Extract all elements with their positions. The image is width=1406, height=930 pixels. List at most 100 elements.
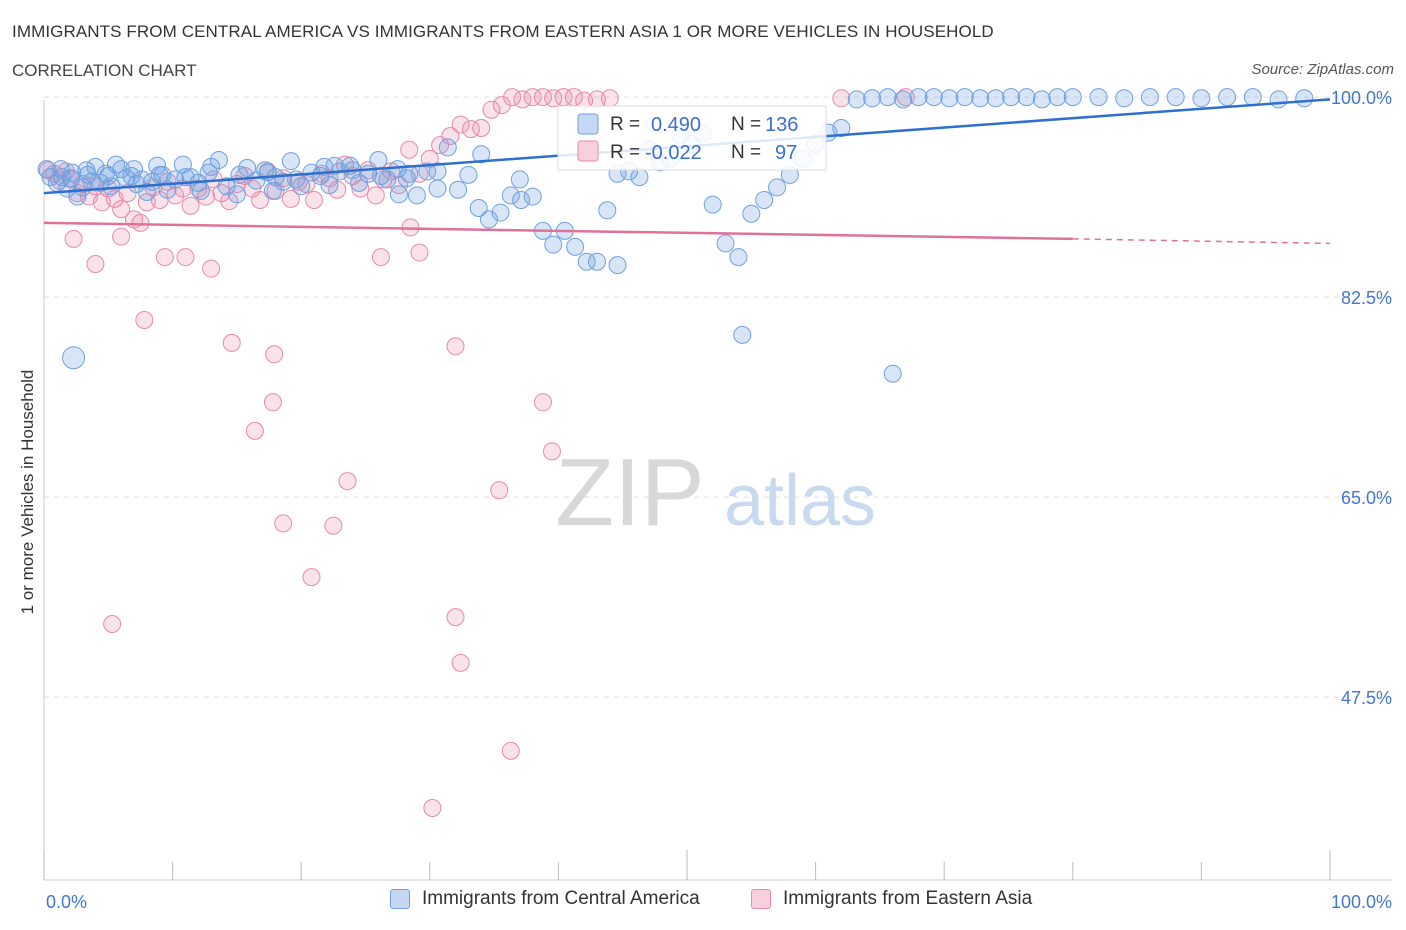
point-eastern-asia [896, 88, 915, 107]
watermark: ZIP atlas [555, 439, 876, 546]
point-central-america [894, 90, 913, 109]
point-eastern-asia [542, 442, 561, 461]
point-eastern-asia [64, 229, 83, 248]
point-central-america [1295, 89, 1314, 108]
point-central-america [847, 90, 866, 109]
point-eastern-asia [103, 615, 122, 633]
point-eastern-asia [305, 191, 324, 209]
point-central-america [1032, 90, 1051, 109]
legend-item-eastern-asia[interactable]: Immigrants from Eastern Asia [751, 888, 1032, 910]
point-central-america [263, 181, 282, 200]
point-central-america [62, 169, 81, 188]
point-eastern-asia [389, 176, 408, 195]
point-eastern-asia [338, 472, 357, 491]
point-eastern-asia [222, 333, 241, 352]
point-eastern-asia [131, 213, 150, 232]
y-tick-label: 100.0% [1331, 88, 1392, 108]
point-central-america [86, 157, 105, 176]
point-central-america [768, 178, 787, 197]
point-central-america [137, 183, 156, 201]
point-eastern-asia [274, 514, 293, 533]
point-eastern-asia [263, 393, 282, 412]
trend-line-eastern-asia-extrapolated [1072, 238, 1331, 245]
point-eastern-asia [176, 248, 195, 267]
point-central-america [1115, 89, 1134, 108]
point-central-america [1218, 88, 1237, 107]
point-central-america [256, 161, 275, 180]
point-central-america [1269, 90, 1288, 109]
point-central-america [418, 162, 437, 181]
point-eastern-asia [181, 196, 200, 215]
point-central-america [202, 157, 221, 176]
y-tick-label: 47.5% [1341, 688, 1392, 708]
point-central-america [955, 88, 974, 107]
bottom-legend: Immigrants from Central America Immigran… [0, 888, 1406, 918]
point-eastern-asia [410, 243, 429, 262]
point-central-america [733, 325, 752, 344]
point-central-america [1048, 88, 1067, 107]
stats-n-value-pink: 97 [775, 142, 797, 164]
point-central-america [238, 159, 257, 177]
point-central-america [428, 179, 447, 198]
point-eastern-asia [351, 179, 370, 198]
point-eastern-asia [112, 227, 131, 246]
point-eastern-asia [302, 568, 321, 587]
point-central-america [101, 177, 120, 196]
point-central-america [924, 88, 943, 107]
point-eastern-asia [400, 140, 419, 159]
stats-swatch-pink [577, 140, 599, 162]
point-central-america [608, 256, 627, 275]
tick-labels: 47.5% 65.0% 82.5% 100.0% 0.0% 100.0% [46, 88, 1392, 912]
point-central-america [227, 185, 246, 204]
point-central-america [577, 252, 596, 271]
point-eastern-asia [523, 88, 542, 107]
legend-item-central-america[interactable]: Immigrants from Central America [390, 888, 700, 910]
point-central-america [428, 162, 447, 181]
point-central-america [438, 138, 457, 157]
point-eastern-asia [441, 127, 460, 145]
point-eastern-asia [366, 186, 385, 205]
point-central-america [832, 119, 851, 137]
stats-r-label-pink: R = [610, 142, 640, 163]
point-central-america [729, 248, 748, 267]
point-central-america [191, 181, 210, 200]
point-eastern-asia [265, 345, 284, 364]
point-central-america [325, 156, 344, 175]
point-central-america [459, 165, 478, 184]
point-central-america [68, 187, 87, 206]
point-central-america [755, 191, 774, 209]
x-tick-label: 100.0% [1331, 892, 1392, 912]
point-eastern-asia [446, 608, 465, 627]
watermark-atlas: atlas [724, 461, 876, 541]
point-central-america [598, 201, 617, 220]
stats-swatch-blue [577, 113, 599, 135]
point-central-america [1002, 88, 1021, 107]
point-central-america [587, 252, 606, 271]
legend-swatch-blue [390, 889, 410, 909]
point-central-america [469, 199, 488, 217]
point-central-america [510, 170, 529, 189]
point-eastern-asia [446, 337, 465, 356]
point-eastern-asia [112, 200, 131, 219]
point-central-america [1166, 88, 1185, 107]
point-central-america [630, 168, 649, 187]
point-eastern-asia [600, 89, 619, 108]
point-central-america [566, 237, 585, 256]
point-eastern-asia [482, 100, 501, 119]
point-eastern-asia [86, 255, 105, 273]
point-central-america [62, 346, 86, 370]
x-tick-label: 0.0% [46, 892, 87, 912]
point-central-america [501, 186, 520, 205]
point-eastern-asia [281, 189, 300, 208]
point-central-america [716, 234, 735, 253]
point-eastern-asia [202, 259, 221, 278]
point-central-america [1140, 88, 1159, 107]
point-central-america [883, 364, 902, 383]
stats-box-frame [557, 105, 827, 171]
chart-subtitle: CORRELATION CHART [12, 61, 197, 80]
point-eastern-asia [135, 311, 154, 329]
axes [43, 100, 1392, 881]
point-eastern-asia [533, 393, 552, 412]
point-eastern-asia [118, 184, 137, 203]
